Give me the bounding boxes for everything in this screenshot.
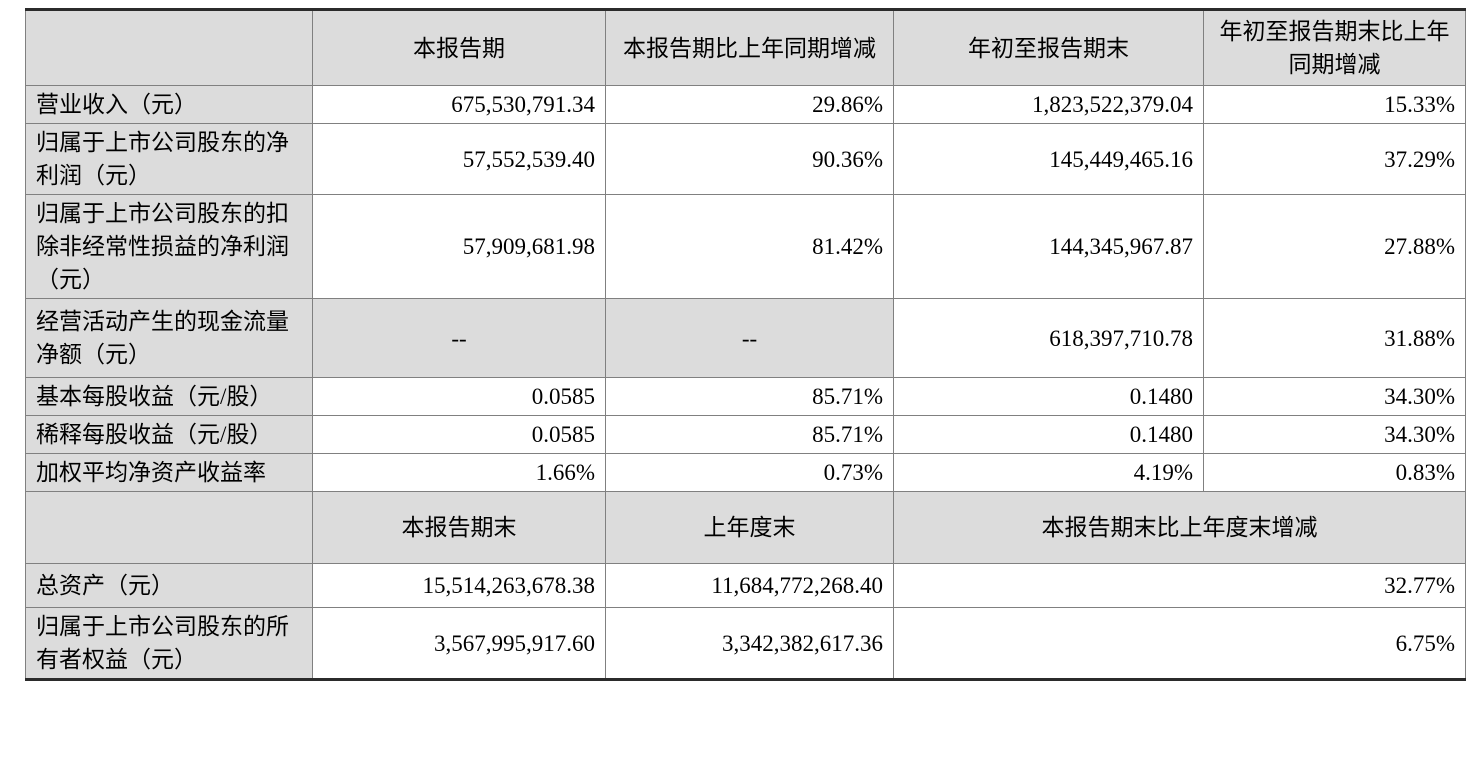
table-row-net-profit: 归属于上市公司股东的净利润（元） 57,552,539.40 90.36% 14…	[25, 123, 1466, 195]
row-label-basic-eps: 基本每股收益（元/股）	[25, 377, 313, 416]
value-cell: 145,449,465.16	[893, 123, 1204, 195]
value-cell: 90.36%	[605, 123, 894, 195]
value-cell: 618,397,710.78	[893, 298, 1204, 378]
value-cell: 34.30%	[1203, 415, 1466, 454]
col-header-ytd-yoy-change: 年初至报告期末比上年同期增减	[1203, 9, 1466, 86]
value-cell: 15,514,263,678.38	[312, 563, 606, 608]
col-header-ytd: 年初至报告期末	[893, 9, 1204, 86]
row-label-net-profit: 归属于上市公司股东的净利润（元）	[25, 123, 313, 195]
table-row-net-profit-excl-nonrecurring: 归属于上市公司股东的扣除非经常性损益的净利润（元） 57,909,681.98 …	[25, 194, 1466, 299]
value-cell: 3,567,995,917.60	[312, 607, 606, 680]
col-header-end-of-prior-year: 上年度末	[605, 491, 894, 564]
value-cell: 1,823,522,379.04	[893, 85, 1204, 124]
value-cell: 32.77%	[893, 563, 1466, 608]
value-cell: 34.30%	[1203, 377, 1466, 416]
table-row-operating-cash-flow: 经营活动产生的现金流量净额（元） -- -- 618,397,710.78 31…	[25, 298, 1466, 378]
value-cell: 31.88%	[1203, 298, 1466, 378]
row-label-net-profit-excl-nonrecurring: 归属于上市公司股东的扣除非经常性损益的净利润（元）	[25, 194, 313, 299]
value-cell: 0.1480	[893, 377, 1204, 416]
value-cell: 11,684,772,268.40	[605, 563, 894, 608]
col-header-change-vs-prior-year-end: 本报告期末比上年度末增减	[893, 491, 1466, 564]
value-cell: 0.83%	[1203, 453, 1466, 492]
value-cell: 37.29%	[1203, 123, 1466, 195]
col-header-end-of-period: 本报告期末	[312, 491, 606, 564]
row-label-equity: 归属于上市公司股东的所有者权益（元）	[25, 607, 313, 680]
table-row-equity: 归属于上市公司股东的所有者权益（元） 3,567,995,917.60 3,34…	[25, 607, 1466, 680]
value-cell: 1.66%	[312, 453, 606, 492]
value-cell: 85.71%	[605, 377, 894, 416]
row-label-total-assets: 总资产（元）	[25, 563, 313, 608]
col-header-current-report-period: 本报告期	[312, 9, 606, 86]
value-cell: 0.1480	[893, 415, 1204, 454]
value-cell: 0.0585	[312, 415, 606, 454]
empty-value-cell: --	[312, 298, 606, 378]
table-row-basic-eps: 基本每股收益（元/股） 0.0585 85.71% 0.1480 34.30%	[25, 377, 1466, 416]
value-cell: 0.0585	[312, 377, 606, 416]
value-cell: 144,345,967.87	[893, 194, 1204, 299]
table-row-weighted-avg-roe: 加权平均净资产收益率 1.66% 0.73% 4.19% 0.83%	[25, 453, 1466, 492]
header-row-period-end: 本报告期末 上年度末 本报告期末比上年度末增减	[25, 491, 1466, 564]
value-cell: 3,342,382,617.36	[605, 607, 894, 680]
empty-value-cell: --	[605, 298, 894, 378]
value-cell: 0.73%	[605, 453, 894, 492]
value-cell: 57,552,539.40	[312, 123, 606, 195]
table-row-total-assets: 总资产（元） 15,514,263,678.38 11,684,772,268.…	[25, 563, 1466, 608]
value-cell: 15.33%	[1203, 85, 1466, 124]
value-cell: 81.42%	[605, 194, 894, 299]
value-cell: 85.71%	[605, 415, 894, 454]
table-row-diluted-eps: 稀释每股收益（元/股） 0.0585 85.71% 0.1480 34.30%	[25, 415, 1466, 454]
value-cell: 6.75%	[893, 607, 1466, 680]
corner-cell	[25, 9, 313, 86]
row-label-weighted-avg-roe: 加权平均净资产收益率	[25, 453, 313, 492]
financial-summary-table: 本报告期 本报告期比上年同期增减 年初至报告期末 年初至报告期末比上年同期增减 …	[25, 8, 1466, 681]
corner-cell	[25, 491, 313, 564]
value-cell: 4.19%	[893, 453, 1204, 492]
row-label-operating-cash-flow: 经营活动产生的现金流量净额（元）	[25, 298, 313, 378]
row-label-revenue: 营业收入（元）	[25, 85, 313, 124]
value-cell: 57,909,681.98	[312, 194, 606, 299]
header-row-period: 本报告期 本报告期比上年同期增减 年初至报告期末 年初至报告期末比上年同期增减	[25, 9, 1466, 86]
value-cell: 675,530,791.34	[312, 85, 606, 124]
col-header-yoy-change: 本报告期比上年同期增减	[605, 9, 894, 86]
row-label-diluted-eps: 稀释每股收益（元/股）	[25, 415, 313, 454]
value-cell: 27.88%	[1203, 194, 1466, 299]
value-cell: 29.86%	[605, 85, 894, 124]
table-row-revenue: 营业收入（元） 675,530,791.34 29.86% 1,823,522,…	[25, 85, 1466, 124]
